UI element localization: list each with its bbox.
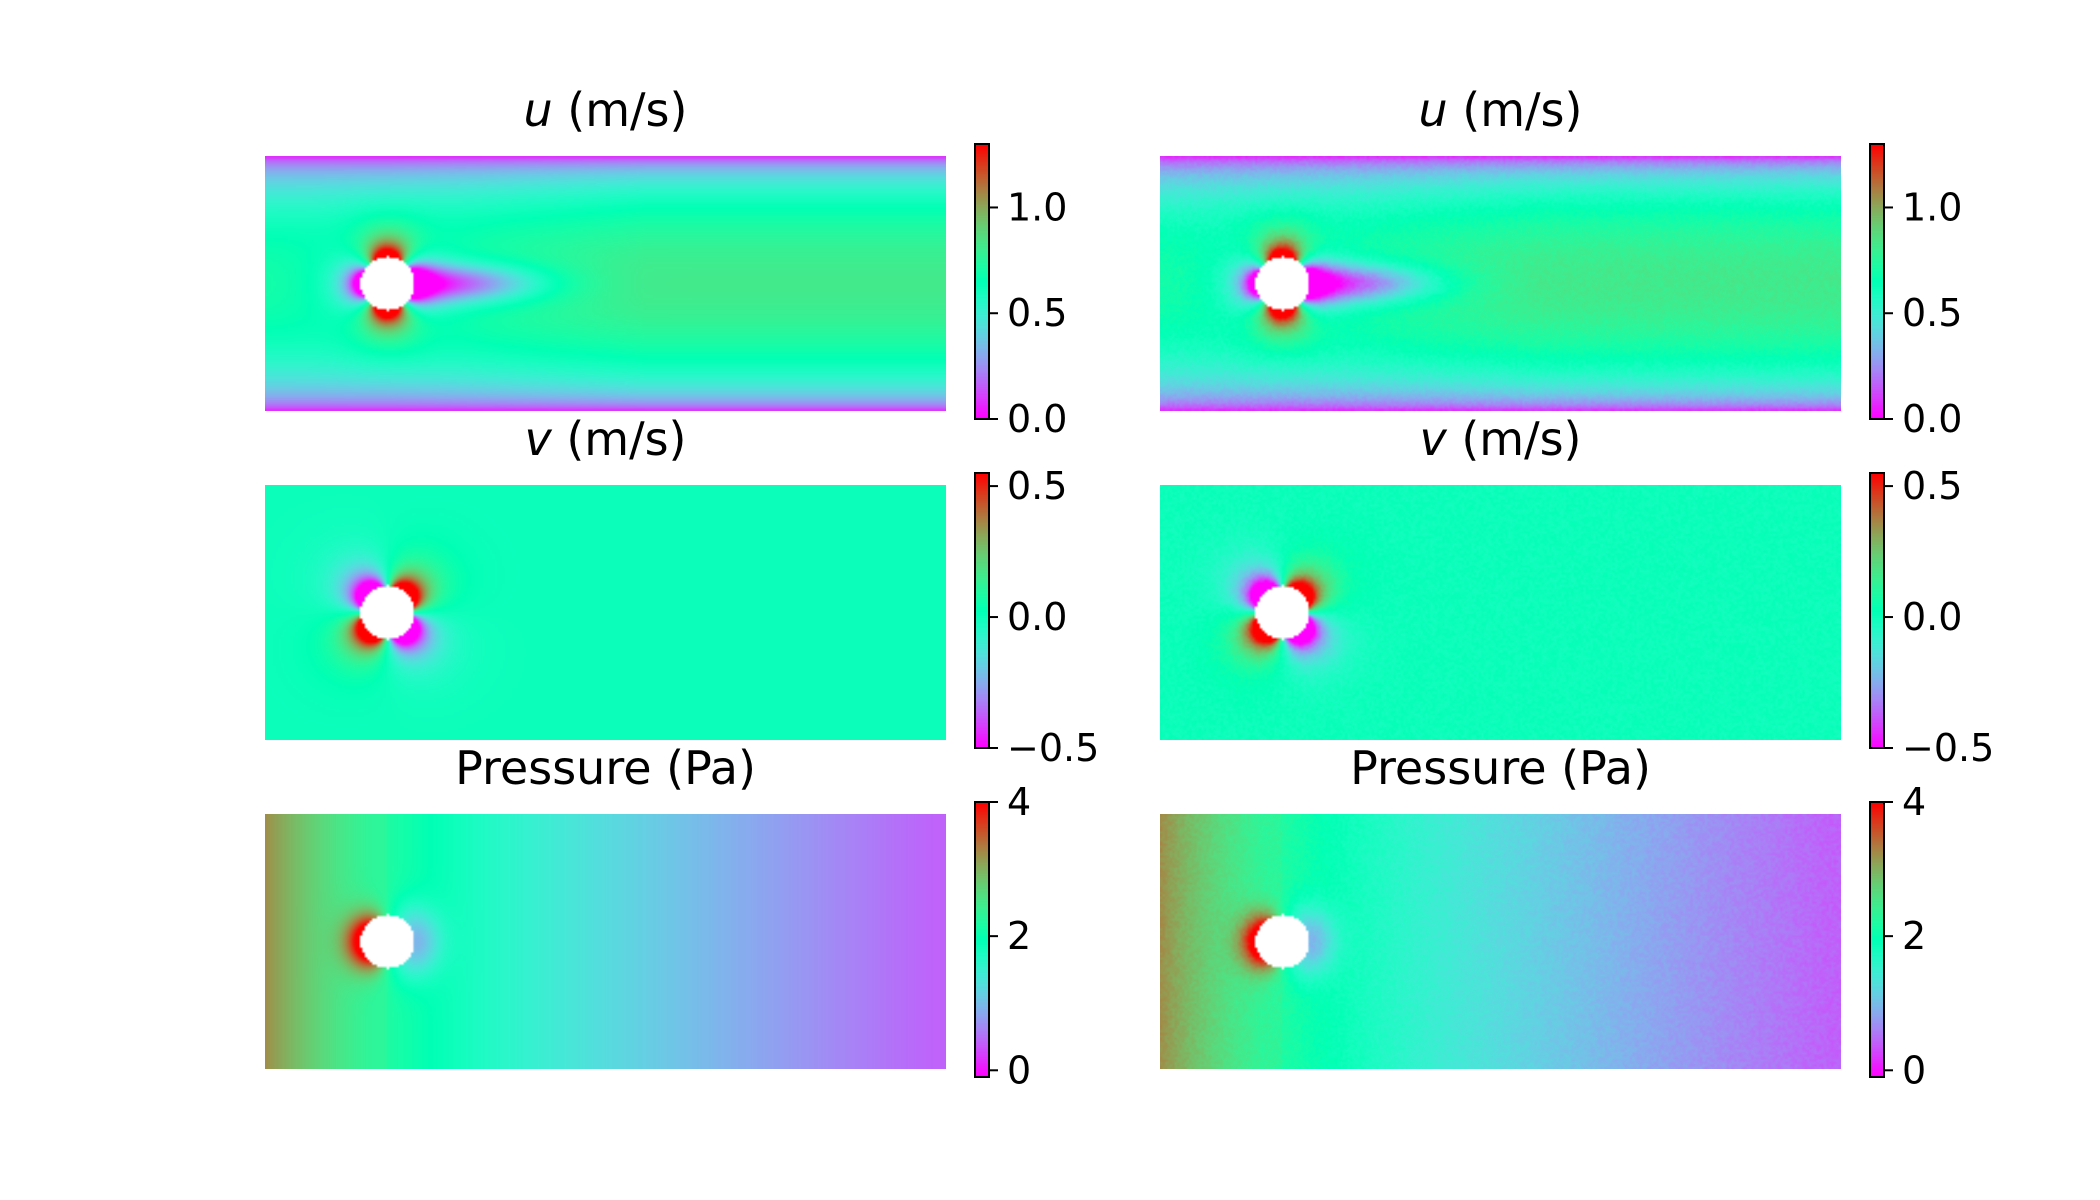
colorbar-tick-label: 2 [1902, 914, 1926, 958]
panel-title: u (m/s) [524, 83, 688, 137]
colorbar-frame [974, 143, 990, 420]
title-symbol: u [1419, 83, 1448, 137]
colorbar-tick-label: 0.0 [1902, 397, 1962, 441]
panel-v-reference: v (m/s) −0.5 0.0 0.5 [265, 412, 1099, 770]
heatmap-u [265, 156, 946, 411]
title-symbol: u [524, 83, 553, 137]
colorbar [975, 802, 989, 1077]
colorbar [1870, 144, 1884, 419]
colorbar-tick-label: 0 [1902, 1048, 1926, 1092]
panel-v-prediction: v (m/s) −0.5 0.0 0.5 [1160, 412, 1994, 770]
panel-title: v (m/s) [1419, 412, 1581, 466]
panel-title: u (m/s) [1419, 83, 1583, 137]
colorbar-tick-label: 0.5 [1007, 464, 1067, 508]
colorbar-tick-label: 0.0 [1007, 397, 1067, 441]
colorbar-frame [974, 801, 990, 1078]
colorbar-frame [1869, 801, 1885, 1078]
colorbar-frame [974, 472, 990, 749]
colorbar-tick-label: 0.0 [1007, 595, 1067, 639]
panel-u-reference: u (m/s) 0.0 0.5 1.0 [265, 83, 1067, 441]
panel-title: Pressure (Pa) [455, 741, 756, 795]
colorbar [1870, 473, 1884, 748]
heatmap-v [1160, 485, 1841, 740]
title-symbol: v [1419, 412, 1447, 466]
panel-title: Pressure (Pa) [1350, 741, 1651, 795]
title-symbol: v [524, 412, 552, 466]
colorbar-tick-label: 0 [1007, 1048, 1031, 1092]
colorbar-tick-label: 0.0 [1902, 595, 1962, 639]
colorbar-tick-label: 1.0 [1007, 185, 1067, 229]
colorbar [975, 473, 989, 748]
colorbar-frame [1869, 143, 1885, 420]
colorbar [975, 144, 989, 419]
colorbar-tick-label: 4 [1902, 780, 1926, 824]
heatmap-u [1160, 156, 1841, 411]
colorbar [1870, 802, 1884, 1077]
panel-u-prediction: u (m/s) 0.0 0.5 1.0 [1160, 83, 1962, 441]
colorbar-tick-label: 1.0 [1902, 185, 1962, 229]
title-unit: Pressure (Pa) [455, 741, 756, 795]
colorbar-frame [1869, 472, 1885, 749]
panel-title: v (m/s) [524, 412, 686, 466]
colorbar-tick-label: −0.5 [1007, 726, 1099, 770]
title-unit: Pressure (Pa) [1350, 741, 1651, 795]
heatmap-v [265, 485, 946, 740]
title-unit: (m/s) [1447, 412, 1582, 466]
colorbar-tick-label: −0.5 [1902, 726, 1994, 770]
heatmap-p [1160, 814, 1841, 1069]
colorbar-tick-label: 0.5 [1007, 291, 1067, 335]
heatmap-p [265, 814, 946, 1069]
title-unit: (m/s) [552, 412, 687, 466]
colorbar-tick-label: 4 [1007, 780, 1031, 824]
title-unit: (m/s) [1448, 83, 1583, 137]
colorbar-tick-label: 0.5 [1902, 464, 1962, 508]
panel-p-prediction: Pressure (Pa) 0 2 4 [1160, 741, 1926, 1092]
colorbar-tick-label: 0.5 [1902, 291, 1962, 335]
panel-p-reference: Pressure (Pa) 0 2 4 [265, 741, 1031, 1092]
title-unit: (m/s) [553, 83, 688, 137]
colorbar-tick-label: 2 [1007, 914, 1031, 958]
